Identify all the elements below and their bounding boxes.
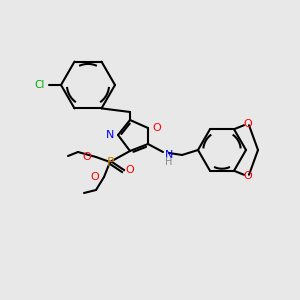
Text: O: O	[82, 152, 91, 162]
Text: O: O	[126, 165, 134, 175]
Text: P: P	[106, 155, 114, 169]
Text: O: O	[90, 172, 99, 182]
Text: Cl: Cl	[34, 80, 45, 90]
Text: N: N	[106, 130, 114, 140]
Text: O: O	[244, 171, 252, 181]
Text: H: H	[165, 157, 172, 167]
Text: N: N	[165, 150, 173, 160]
Text: O: O	[152, 123, 161, 133]
Text: O: O	[244, 119, 252, 129]
